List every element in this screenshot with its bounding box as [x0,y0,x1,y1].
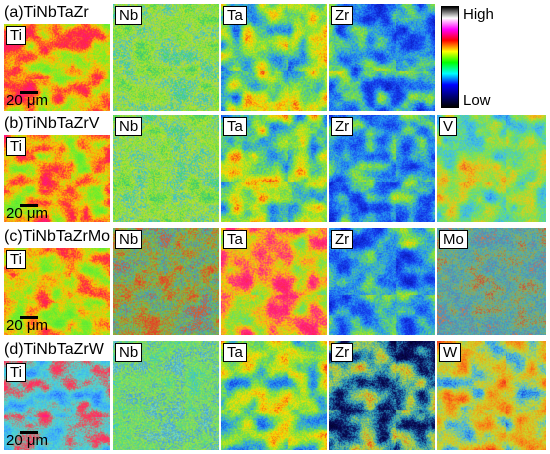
scale-label: 20 μm [6,92,48,109]
map-label: Zr [331,117,354,136]
row-title-d: (d)TiNbTaZrW [4,341,104,358]
map-b-ti: Ti [4,135,110,222]
map-d-w: W [437,341,546,450]
map-label: V [439,117,458,136]
map-label: W [439,343,462,362]
row-title-b: (b)TiNbTaZrV [4,115,100,132]
scale-bar [20,91,38,94]
colorbar [441,6,459,108]
map-d-ti: Ti [4,361,110,450]
map-label: Ta [223,117,247,136]
scale-label: 20 μm [6,317,48,334]
map-label: Nb [115,343,143,362]
map-b-nb: Nb [113,115,219,222]
scale-bar [20,431,38,434]
scale-bar [20,316,38,319]
map-label: Mo [439,230,468,249]
map-label: Ta [223,230,247,249]
map-label: Zr [331,230,354,249]
map-label: Nb [115,117,143,136]
map-b-v: V [437,115,546,222]
map-a-zr: Zr [329,4,435,111]
map-c-zr: Zr [329,228,435,335]
map-label: Zr [331,6,354,25]
scale-label: 20 μm [6,205,48,222]
row-title-a: (a)TiNbTaZr [4,4,89,21]
row-title-c: (c)TiNbTaZrMo [4,228,111,245]
map-label: Ti [6,137,26,156]
map-label: Ti [6,363,26,382]
map-label: Ta [223,343,247,362]
map-label: Zr [331,343,354,362]
map-b-zr: Zr [329,115,435,222]
map-label: Nb [115,6,143,25]
map-d-zr: Zr [329,341,435,450]
map-a-nb: Nb [113,4,219,111]
map-a-ti: Ti [4,24,110,111]
map-label: Ta [223,6,247,25]
map-c-mo: Mo [437,228,546,335]
map-c-ti: Ti [4,248,110,335]
map-c-nb: Nb [113,228,219,335]
map-label: Ti [6,250,26,269]
map-label: Ti [6,26,26,45]
colorbar-low-label: Low [463,92,491,109]
map-d-nb: Nb [113,341,219,450]
scale-label: 20 μm [6,432,48,449]
map-d-ta: Ta [221,341,327,450]
map-c-ta: Ta [221,228,327,335]
scale-bar [20,204,38,207]
map-b-ta: Ta [221,115,327,222]
map-a-ta: Ta [221,4,327,111]
map-label: Nb [115,230,143,249]
colorbar-high-label: High [463,6,494,23]
